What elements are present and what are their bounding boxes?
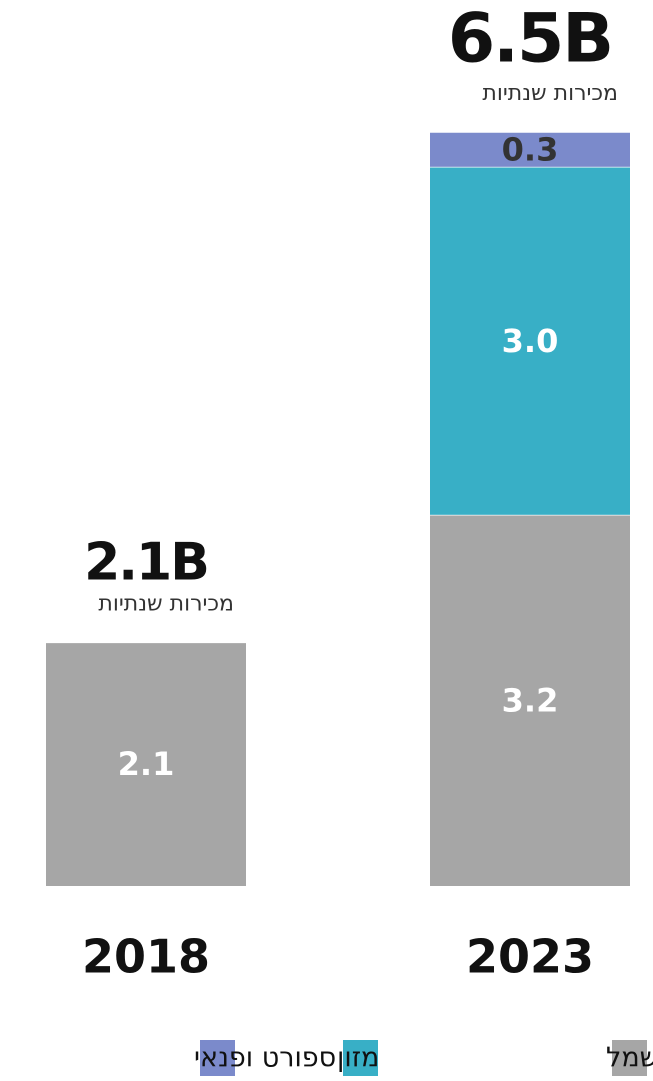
segment-label: 2.1 — [118, 745, 175, 783]
bar-segment — [430, 132, 630, 167]
segment-label: 0.3 — [502, 130, 559, 168]
bar-segment — [46, 642, 246, 886]
legend-label: ספורט ופנאי — [194, 1043, 336, 1074]
bar-segment — [430, 166, 630, 515]
legend-swatch — [200, 1040, 235, 1076]
total-caption: מכירות שנתיות — [98, 591, 234, 616]
legend-swatch — [612, 1040, 647, 1076]
legend-label: מזון — [337, 1043, 379, 1074]
total-label: 6.5B — [448, 0, 612, 79]
segment-label: 3.0 — [502, 322, 559, 360]
bar-segment — [430, 514, 630, 886]
legend-label: מוצרי חשמל — [606, 1043, 653, 1074]
total-caption: מכירות שנתיות — [482, 81, 618, 106]
x-tick-label: 2023 — [466, 930, 594, 984]
x-tick-label: 2018 — [82, 930, 210, 984]
legend-swatch — [343, 1040, 378, 1076]
total-label: 2.1B — [84, 532, 208, 592]
segment-label: 3.2 — [502, 681, 559, 719]
